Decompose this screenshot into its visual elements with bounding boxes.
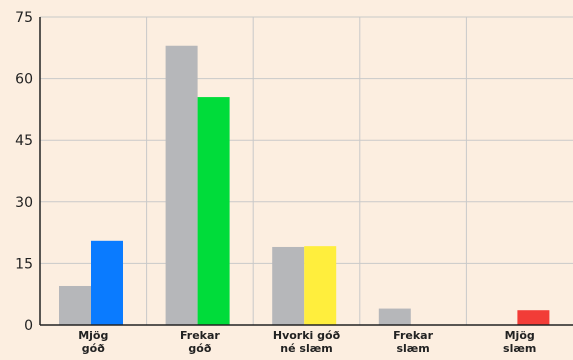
x-category-label-line: góð [82, 342, 105, 355]
x-category-label-line: Frekar [180, 329, 220, 342]
x-category-label-line: Mjög [78, 329, 108, 342]
x-category-label: Frekar slæm [393, 329, 433, 355]
y-tick-label: 0 [24, 318, 33, 334]
x-category-label: Mjög góð [78, 329, 108, 355]
x-category-label-line: góð [188, 342, 211, 355]
y-tick-label: 75 [15, 10, 33, 26]
x-category-label: Hvorki góð né slæm [273, 329, 341, 355]
bar-series-2 [517, 310, 550, 325]
bar-series-1 [165, 45, 198, 325]
bars [59, 45, 550, 325]
bar-series-2 [91, 240, 123, 325]
x-category-label-line: Frekar [393, 329, 433, 342]
y-tick-label: 15 [15, 256, 33, 272]
y-tick-label: 45 [15, 133, 33, 149]
x-category-label-line: slæm [396, 342, 429, 355]
x-category-label-line: Hvorki góð [273, 329, 341, 342]
gridlines [40, 16, 573, 325]
bar-series-1 [59, 285, 91, 325]
x-category-label-line: Mjög [505, 329, 535, 342]
x-category-label: Mjög slæm [503, 329, 536, 355]
bar-series-1 [378, 308, 411, 325]
bar-series-2 [197, 97, 230, 325]
bar-series-1 [272, 246, 305, 325]
y-tick-label: 30 [15, 195, 33, 211]
x-category-label-line: né slæm [280, 342, 332, 355]
y-axis-ticks: 0 15 30 45 60 75 [15, 10, 33, 334]
bar-series-2 [304, 246, 337, 325]
x-category-label: Frekar góð [180, 329, 220, 355]
y-tick-label: 60 [15, 72, 33, 88]
x-category-label-line: slæm [503, 342, 536, 355]
